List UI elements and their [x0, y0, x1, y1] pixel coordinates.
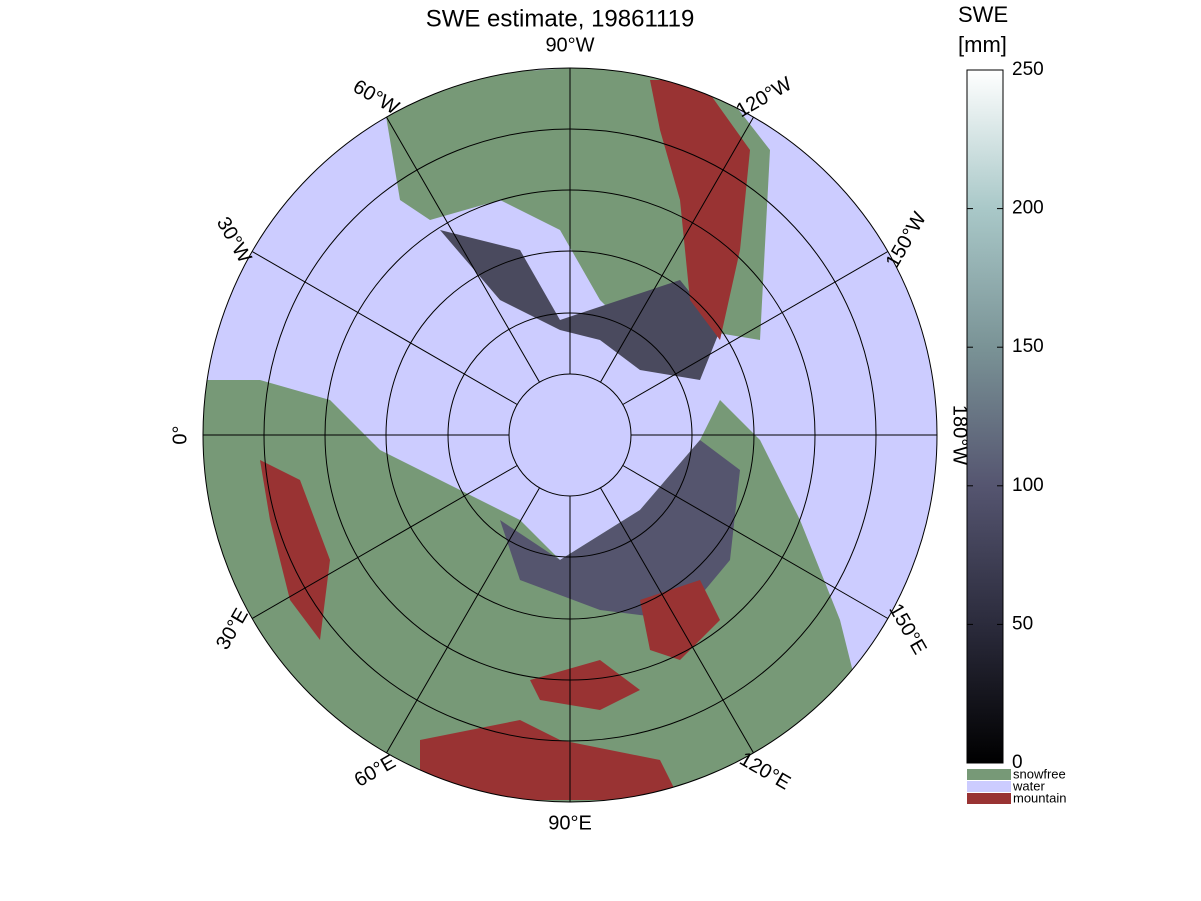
colorbar-tick-label: 200	[1012, 198, 1044, 219]
longitude-label: 0°	[169, 425, 191, 444]
colorbar-tick-label: 50	[1012, 613, 1033, 634]
colorbar-tick-label: 250	[1012, 59, 1044, 80]
longitude-label: 120°E	[736, 748, 794, 794]
meridian	[251, 251, 518, 405]
meridian	[622, 251, 889, 405]
longitude-label: 180°W	[949, 405, 971, 465]
colorbar	[966, 69, 1004, 764]
longitude-label: 150°W	[882, 208, 931, 271]
legend-swatch	[967, 781, 1011, 792]
meridian	[622, 465, 889, 619]
colorbar-tick-label: 150	[1012, 336, 1044, 357]
legend-swatch	[967, 769, 1011, 780]
legend-label: snowfree	[1013, 766, 1066, 781]
longitude-label: 90°W	[545, 34, 594, 56]
meridian	[600, 487, 754, 754]
longitude-label: 30°E	[212, 605, 253, 654]
meridian	[386, 116, 540, 383]
longitude-label: 90°E	[548, 812, 592, 834]
colorbar-title: SWE	[958, 2, 1008, 27]
longitude-label: 150°E	[884, 600, 930, 658]
map	[203, 68, 937, 802]
longitude-label: 30°W	[212, 213, 256, 267]
meridian	[251, 465, 518, 619]
legend-label: water	[1012, 778, 1045, 793]
meridian	[600, 116, 754, 383]
colorbar-tick-label: 100	[1012, 475, 1044, 496]
legend-label: mountain	[1013, 790, 1066, 805]
meridian	[386, 487, 540, 754]
longitude-label: 60°E	[351, 751, 400, 792]
colorbar-title: [mm]	[958, 32, 1007, 57]
longitude-label: 60°W	[349, 76, 403, 120]
title: SWE estimate, 19861119	[426, 5, 695, 32]
legend-swatch	[967, 793, 1011, 804]
colorbar-tick-label: 0	[1012, 752, 1023, 773]
longitude-label: 120°W	[733, 73, 796, 122]
